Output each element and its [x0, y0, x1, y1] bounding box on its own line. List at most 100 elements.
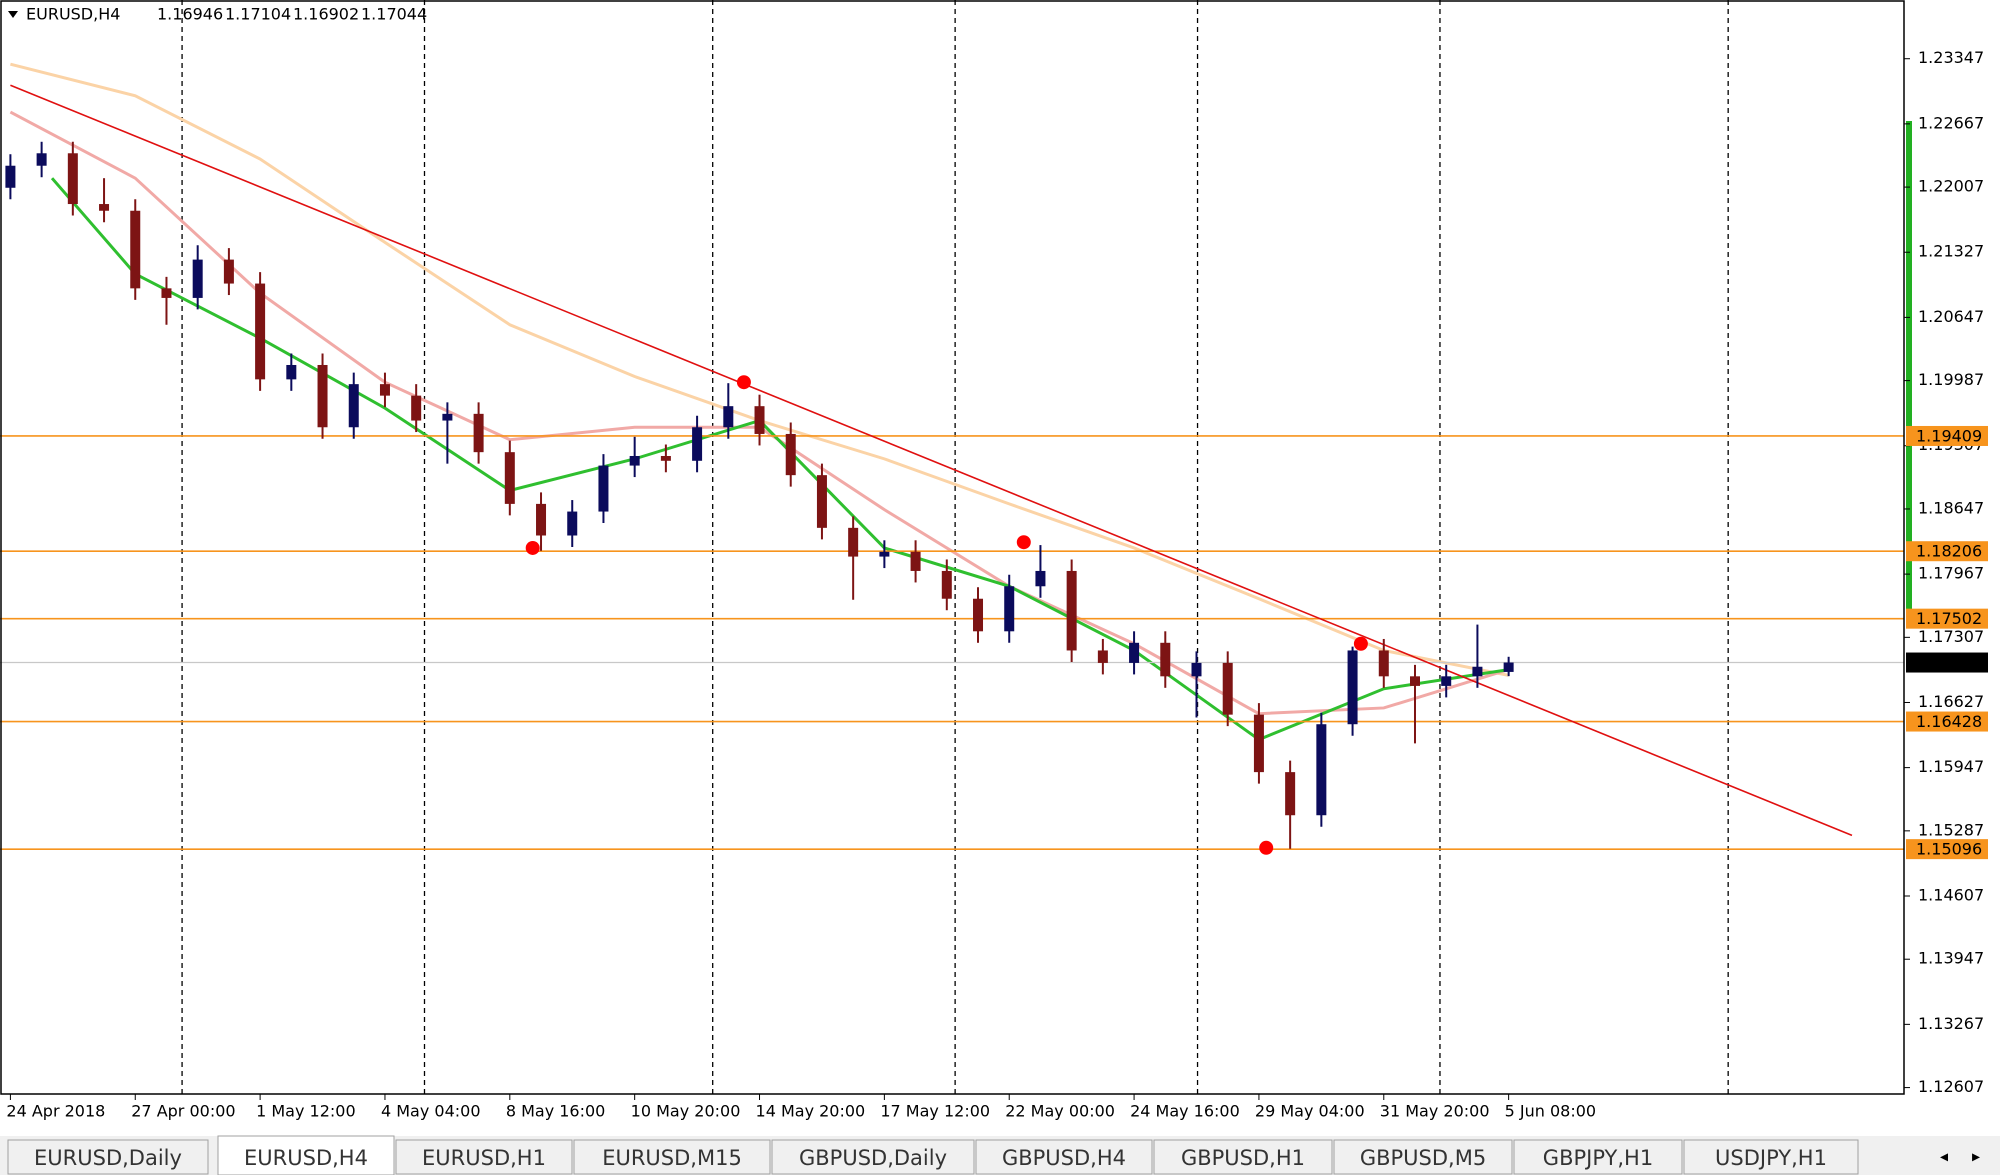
candle-body [1035, 570, 1046, 587]
candle-body [255, 283, 266, 380]
tab-label[interactable]: EURUSD,H4 [244, 1146, 368, 1170]
y-tick-label: 1.13947 [1918, 949, 1984, 968]
tab[interactable]: EURUSD,H4 [217, 1135, 395, 1175]
candle-body [504, 452, 515, 504]
price-label-box [1906, 652, 1988, 673]
x-tick-label: 10 May 20:00 [631, 1102, 741, 1121]
candle-body [99, 204, 110, 211]
candle-body [816, 475, 827, 528]
tab[interactable]: GBPUSD,H4 [975, 1139, 1153, 1175]
candle-body [1503, 662, 1514, 672]
x-tick-label: 22 May 00:00 [1005, 1102, 1115, 1121]
candle-body [1378, 650, 1389, 677]
candle-body [67, 153, 78, 205]
y-tick-label: 1.12607 [1918, 1077, 1984, 1096]
axis-indicator-bar [1906, 121, 1912, 625]
candle-body [379, 384, 390, 396]
candle-body [598, 465, 609, 512]
trendline [10, 84, 1853, 837]
candle-body [1004, 586, 1015, 632]
tab-background [1683, 1139, 1859, 1175]
candle-body [1160, 642, 1171, 677]
candle-body [1409, 676, 1420, 686]
candle-body [161, 288, 172, 298]
tab-background [7, 1139, 209, 1175]
ohlc-open: 1.16946 [157, 5, 223, 24]
candle-body [317, 364, 328, 428]
tab-label[interactable]: EURUSD,Daily [34, 1146, 182, 1170]
tab-label[interactable]: GBPUSD,H4 [1002, 1146, 1126, 1170]
candle-body [1191, 662, 1202, 677]
candle-body [5, 165, 16, 188]
y-tick-label: 1.16627 [1918, 692, 1984, 711]
candle-body [723, 406, 734, 428]
candle-body [660, 455, 671, 461]
candle-body [629, 455, 640, 466]
candle-body [1441, 676, 1452, 686]
tab-background [573, 1139, 771, 1175]
menu-triangle[interactable] [8, 11, 18, 18]
tab-scroll-left[interactable]: ◂ [1940, 1147, 1948, 1166]
candle-body [1066, 570, 1077, 651]
x-tick-label: 31 May 20:00 [1380, 1102, 1490, 1121]
tab-label[interactable]: EURUSD,H1 [422, 1146, 546, 1170]
candle-body [130, 210, 141, 289]
y-tick-label: 1.13267 [1918, 1014, 1984, 1033]
level-label-box [1906, 541, 1988, 562]
candle-body [973, 598, 984, 632]
level-label-box [1906, 711, 1988, 732]
x-tick-label: 24 Apr 2018 [6, 1102, 105, 1121]
candle-body [941, 570, 952, 599]
tab-label[interactable]: GBPUSD,M5 [1360, 1146, 1486, 1170]
tab-label[interactable]: EURUSD,M15 [602, 1146, 742, 1170]
candle-body [442, 413, 453, 421]
price-label: 1.17044 [1916, 653, 1982, 672]
tab-label[interactable]: GBPJPY,H1 [1543, 1146, 1653, 1170]
symbol-label: EURUSD,H4 [26, 5, 120, 24]
level-label-box [1906, 608, 1988, 629]
candle-body [473, 413, 484, 453]
tab[interactable]: EURUSD,M15 [573, 1139, 771, 1175]
x-tick-label: 14 May 20:00 [756, 1102, 866, 1121]
tab-scroll-right[interactable]: ▸ [1972, 1147, 1980, 1166]
ohlc-low: 1.16902 [293, 5, 359, 24]
tab[interactable]: EURUSD,Daily [7, 1139, 209, 1175]
tab-label[interactable]: USDJPY,H1 [1715, 1146, 1827, 1170]
candle-body [192, 259, 203, 298]
ohlc-close: 1.17044 [361, 5, 427, 24]
candle-body [1316, 724, 1327, 816]
y-tick-label: 1.18647 [1918, 498, 1984, 517]
fractal-marker [1259, 840, 1274, 855]
tab[interactable]: GBPUSD,Daily [771, 1139, 975, 1175]
candle-body [848, 527, 859, 557]
tab-label[interactable]: GBPUSD,H1 [1181, 1146, 1305, 1170]
candle-body [1097, 650, 1108, 663]
x-tick-label: 17 May 12:00 [880, 1102, 990, 1121]
level-label: 1.18206 [1916, 542, 1982, 561]
fractal-marker [736, 375, 751, 390]
candle-body [692, 427, 703, 461]
y-tick-label: 1.17967 [1918, 564, 1984, 583]
tab[interactable]: GBPUSD,H1 [1153, 1139, 1333, 1175]
tab-label[interactable]: GBPUSD,Daily [799, 1146, 947, 1170]
plot-frame [0, 0, 1905, 1095]
x-tick-label: 27 Apr 00:00 [131, 1102, 235, 1121]
y-tick-label: 1.15947 [1918, 757, 1984, 776]
tab-background [1513, 1139, 1683, 1175]
tab[interactable]: GBPJPY,H1 [1513, 1139, 1683, 1175]
level-label: 1.15096 [1916, 840, 1982, 859]
tab[interactable]: GBPUSD,M5 [1333, 1139, 1513, 1175]
candle-body [1129, 642, 1140, 663]
tab[interactable]: USDJPY,H1 [1683, 1139, 1859, 1175]
fractal-marker [1353, 636, 1368, 651]
level-label: 1.19409 [1916, 426, 1982, 445]
tab[interactable]: EURUSD,H1 [395, 1139, 573, 1175]
x-tick-label: 8 May 16:00 [506, 1102, 606, 1121]
x-tick-label: 4 May 04:00 [381, 1102, 481, 1121]
tab-background [771, 1139, 975, 1175]
candle-body [411, 395, 422, 421]
y-tick-label: 1.19987 [1918, 370, 1984, 389]
